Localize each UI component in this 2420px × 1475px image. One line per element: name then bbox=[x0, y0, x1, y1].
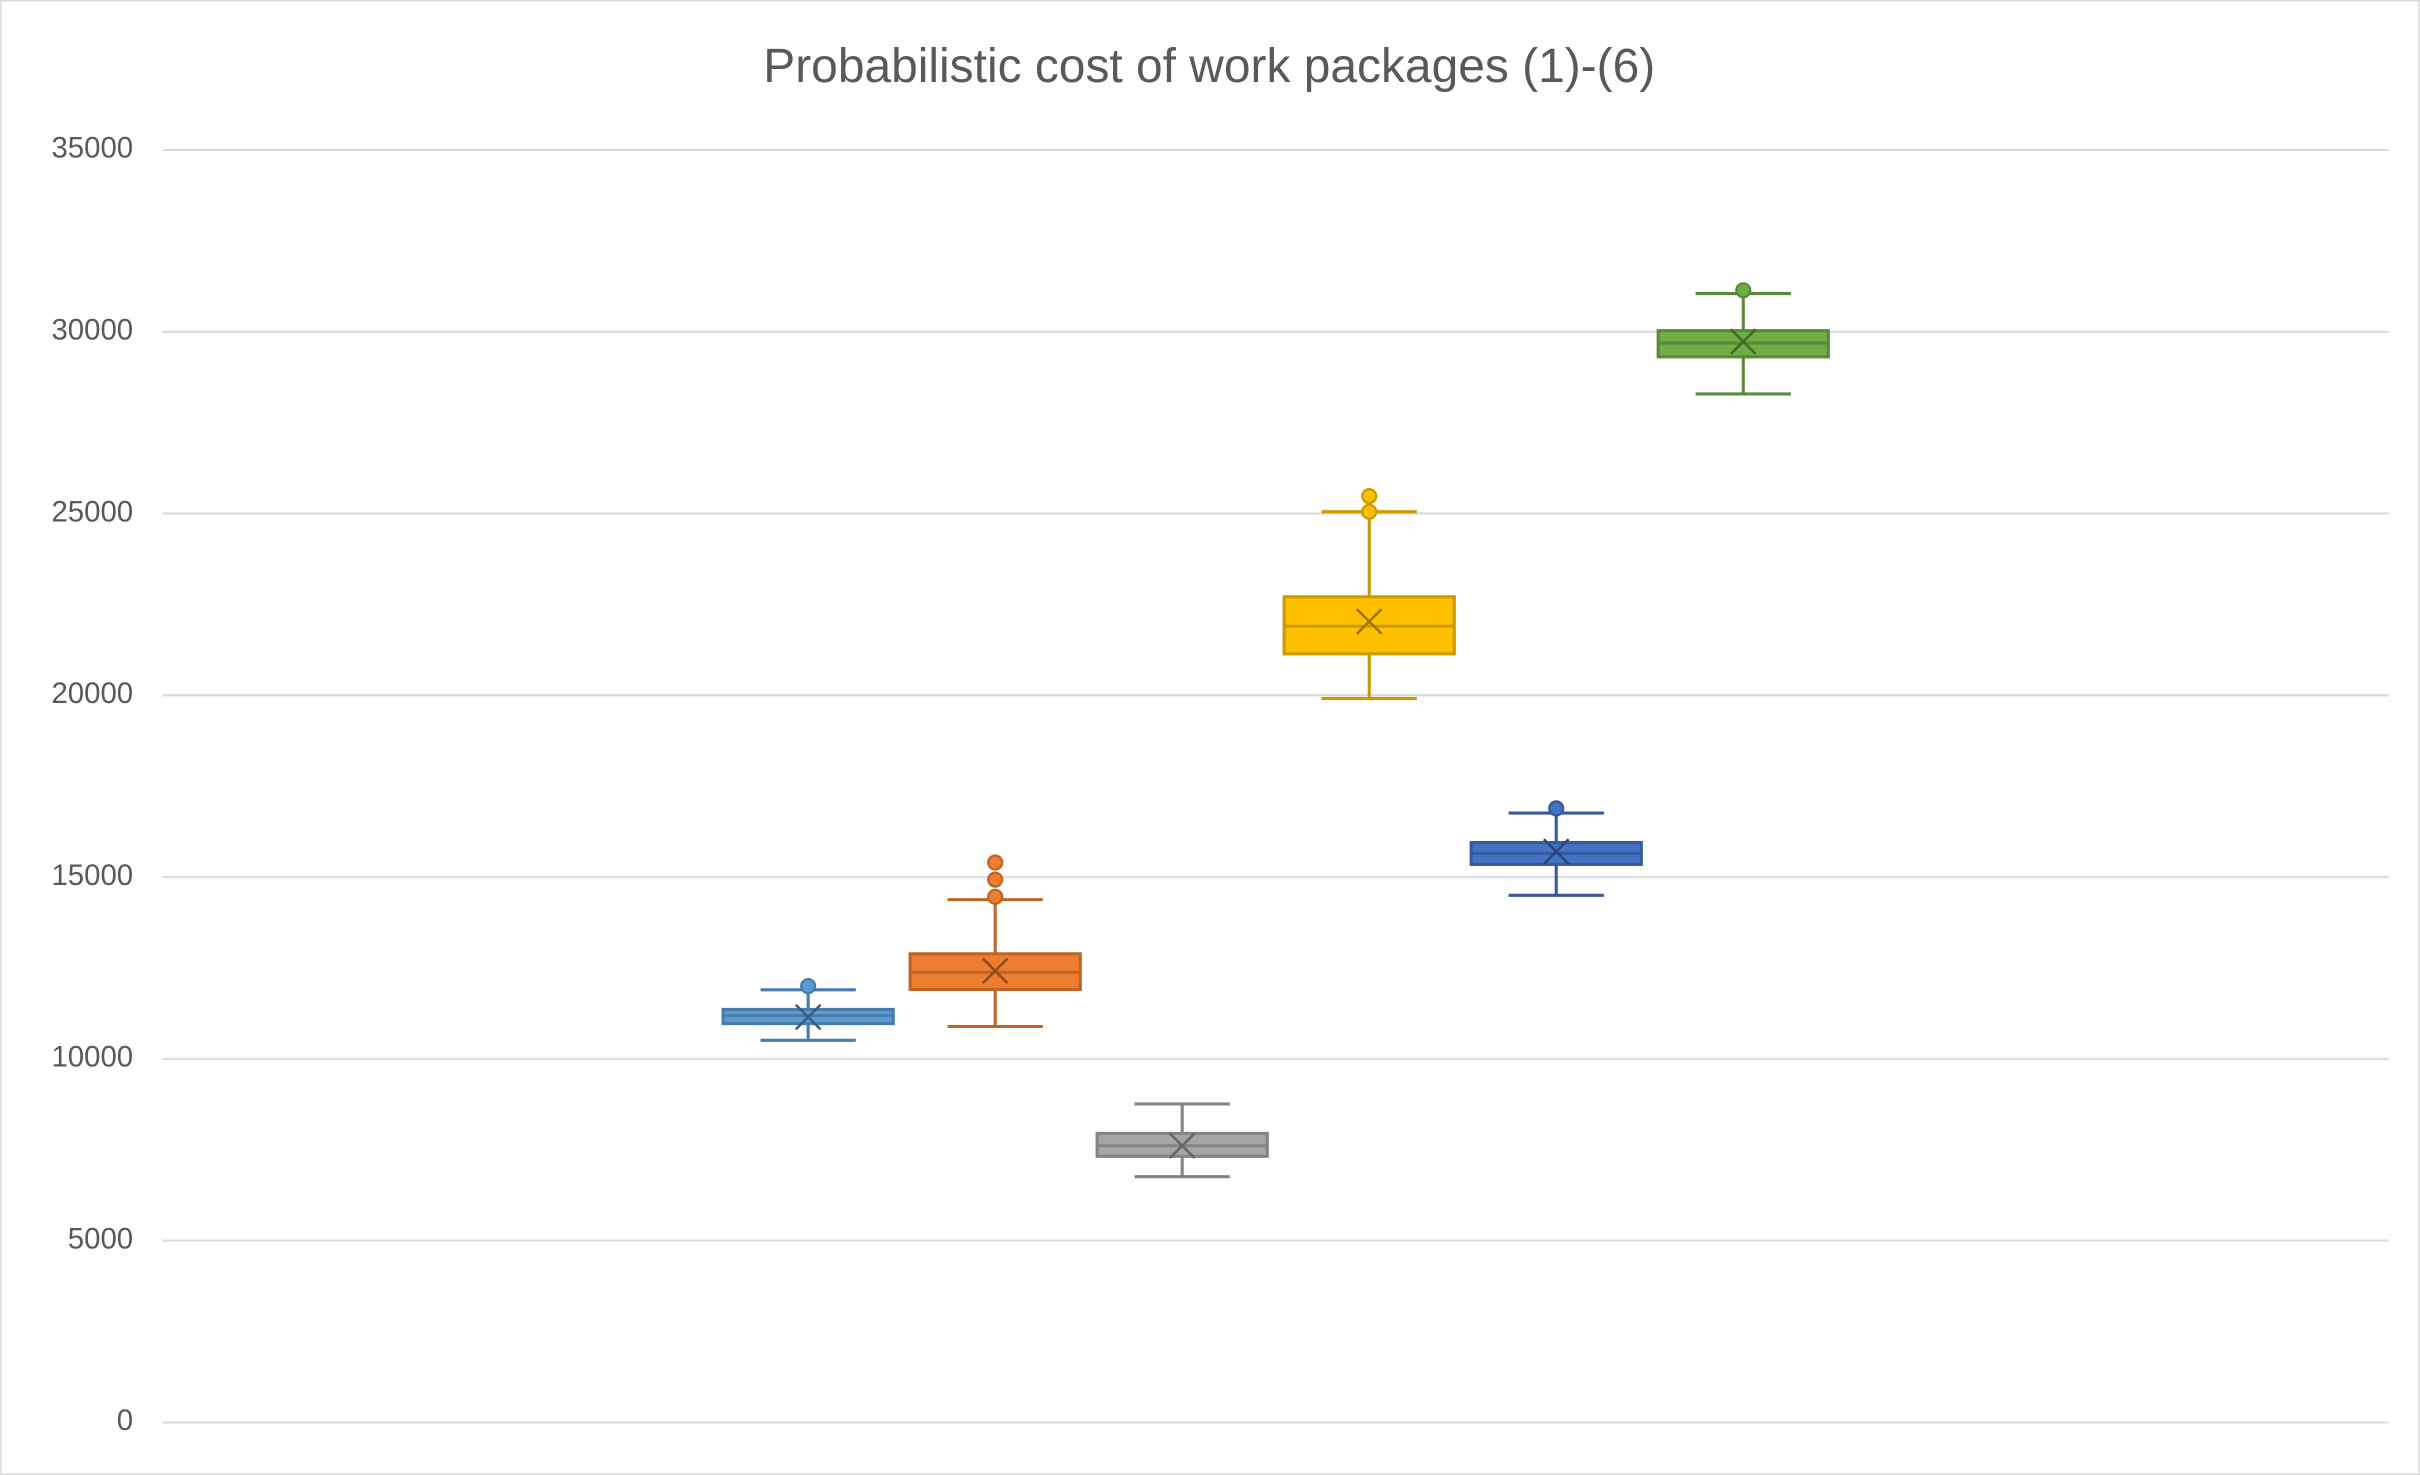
mean-marker bbox=[1542, 838, 1570, 865]
box-group bbox=[908, 854, 1082, 1029]
y-tick-label: 20000 bbox=[51, 677, 133, 710]
mean-marker bbox=[981, 957, 1009, 985]
outlier bbox=[1548, 800, 1565, 817]
y-tick-label: 15000 bbox=[51, 859, 133, 892]
mean-marker bbox=[1355, 608, 1383, 635]
box-group bbox=[721, 978, 895, 1042]
box-group bbox=[1095, 1102, 1269, 1179]
outlier bbox=[1735, 282, 1752, 299]
box-group bbox=[1656, 282, 1830, 396]
outlier bbox=[1361, 487, 1378, 505]
y-tick-label: 30000 bbox=[51, 314, 133, 347]
y-tick-label: 5000 bbox=[68, 1222, 133, 1255]
box-group bbox=[1469, 800, 1643, 897]
y-tick-label: 25000 bbox=[51, 495, 133, 528]
y-tick-label: 0 bbox=[117, 1404, 133, 1437]
outlier bbox=[1361, 503, 1378, 520]
mean-marker bbox=[1730, 328, 1757, 355]
outlier bbox=[987, 888, 1004, 905]
mean-marker bbox=[794, 1003, 822, 1031]
box-group bbox=[1282, 487, 1456, 701]
outlier bbox=[987, 854, 1004, 871]
outlier bbox=[987, 871, 1004, 888]
outlier bbox=[800, 978, 817, 995]
y-tick-label: 35000 bbox=[51, 132, 133, 165]
mean-marker bbox=[1168, 1132, 1196, 1160]
chart-title: Probabilistic cost of work packages (1)-… bbox=[763, 40, 1655, 93]
y-tick-label: 10000 bbox=[51, 1041, 133, 1074]
